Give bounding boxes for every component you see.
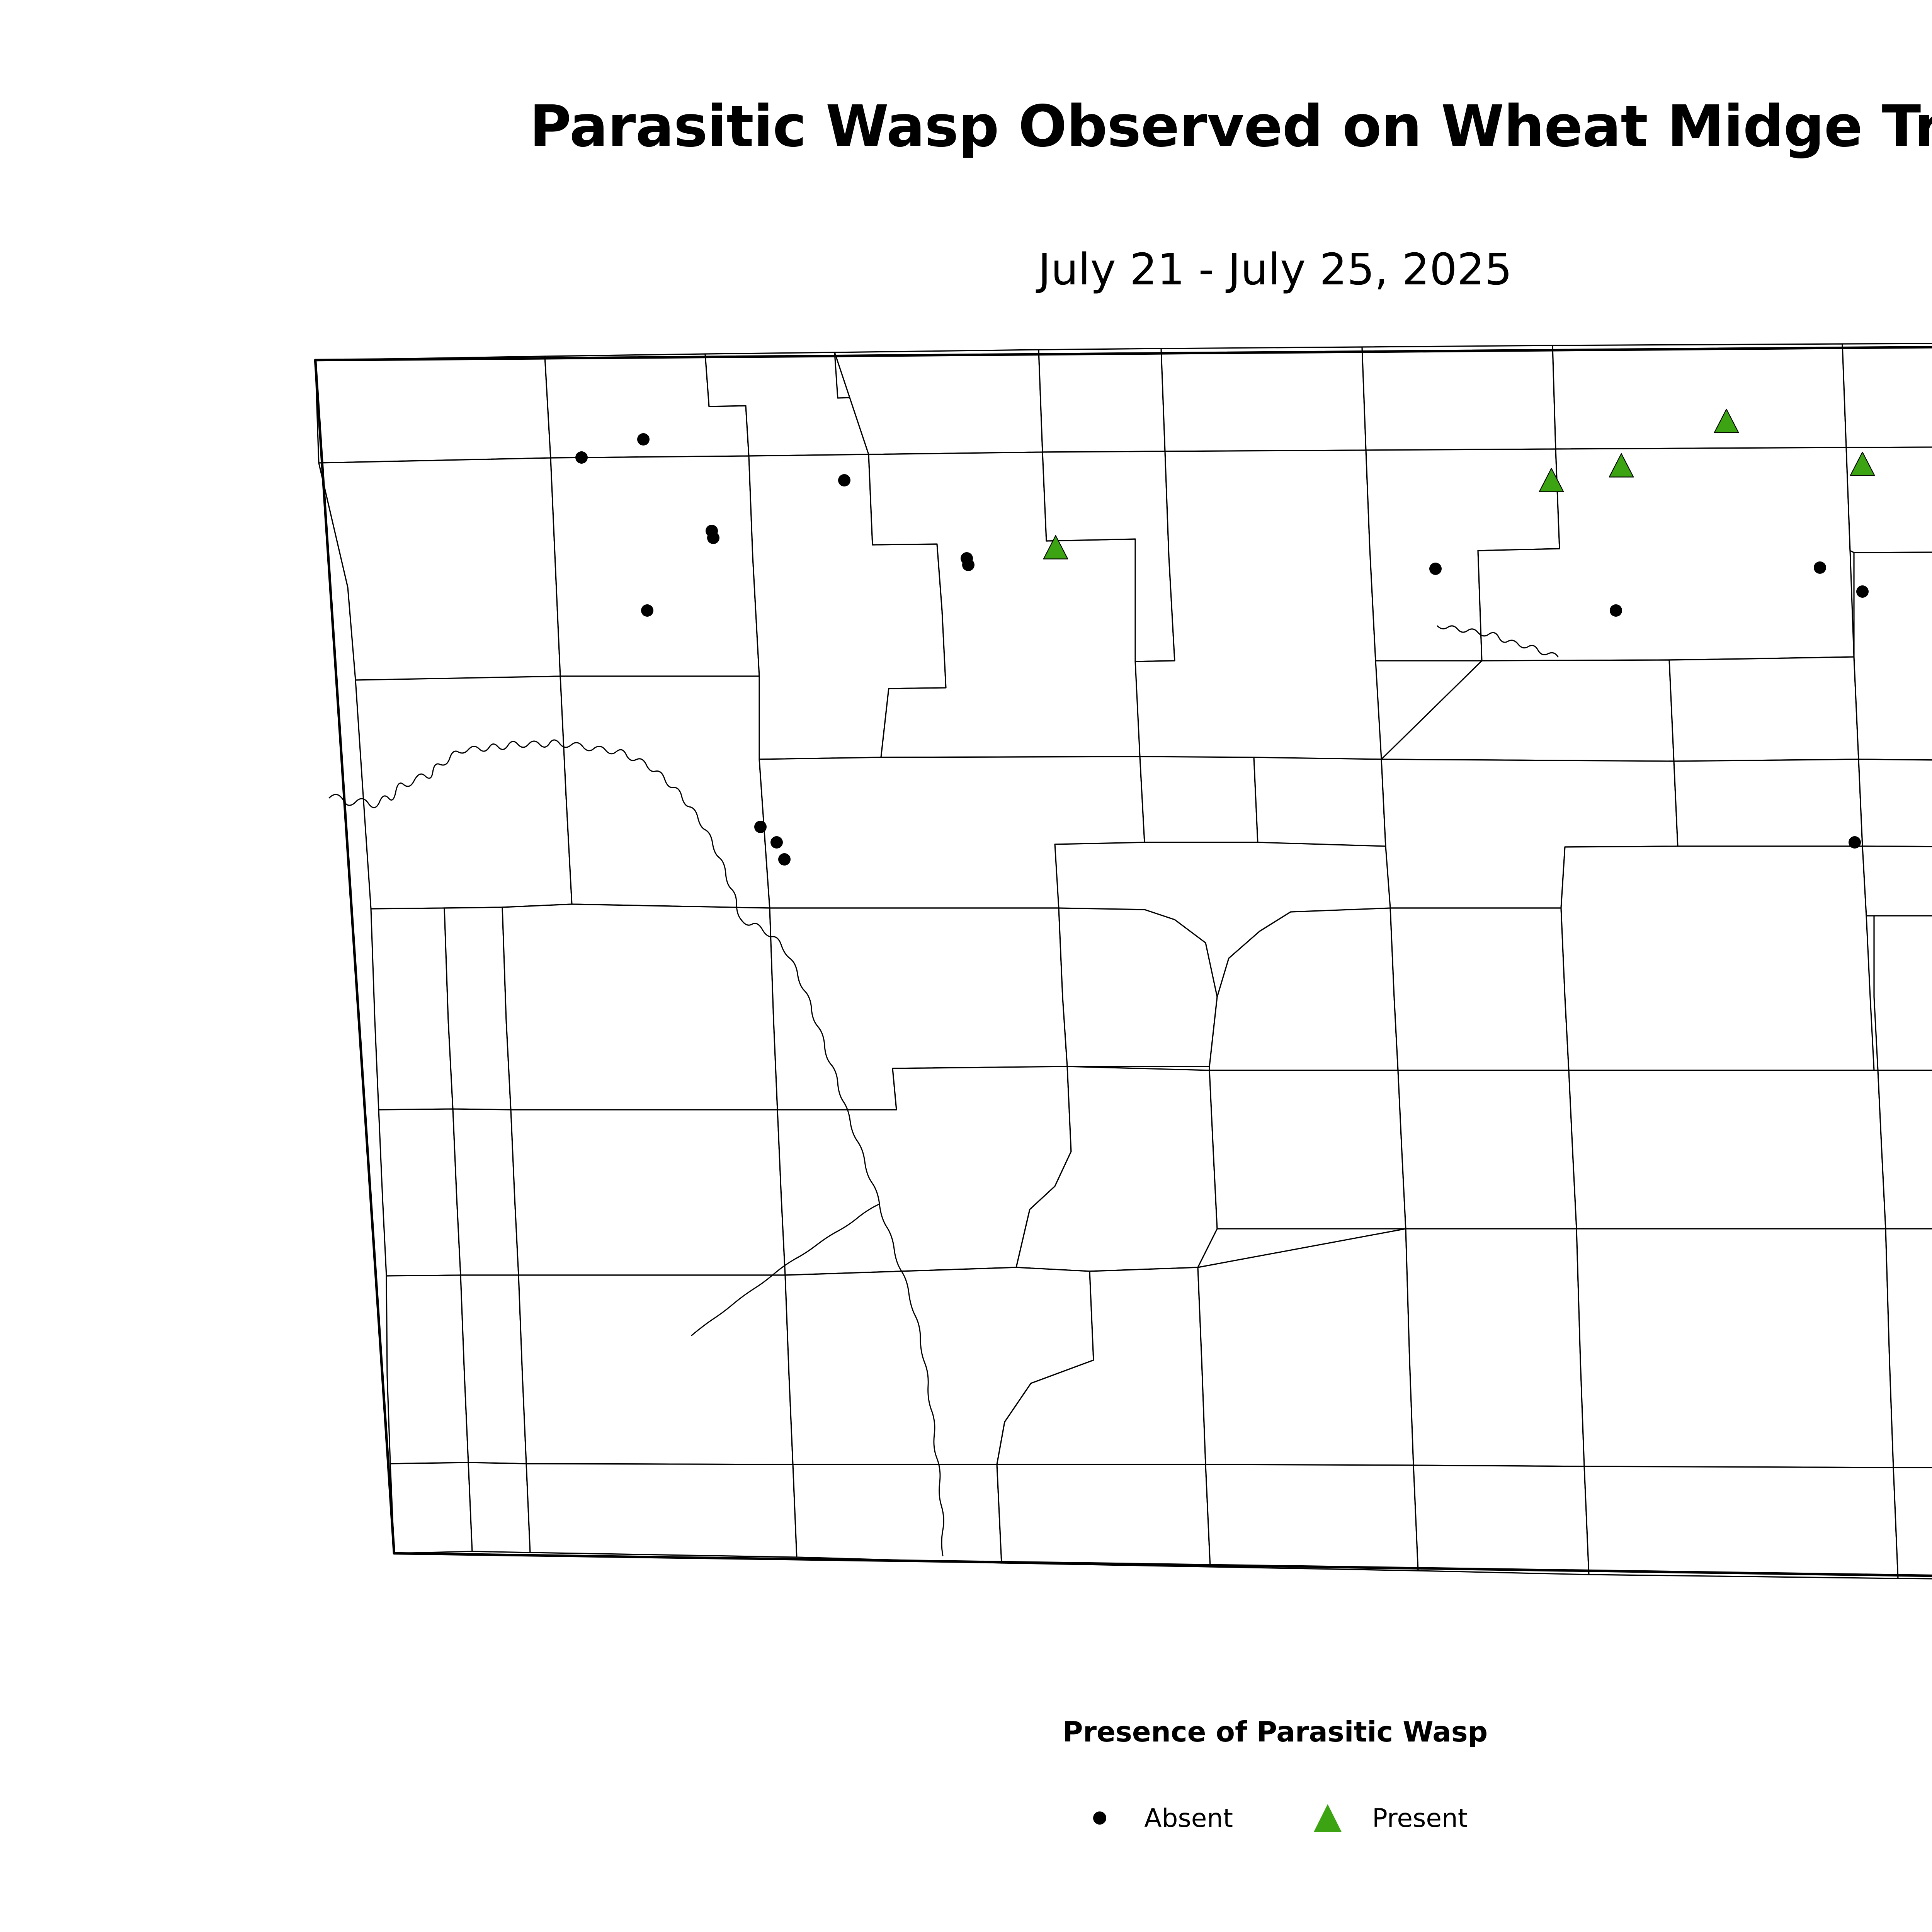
marker-absent[interactable] [1856,585,1869,598]
page-title: Parasitic Wasp Observed on Wheat Midge T… [529,93,1932,160]
legend-label-absent: Absent [1144,1803,1233,1833]
marker-present[interactable] [1609,453,1634,478]
marker-absent[interactable] [838,474,850,486]
county-boundaries-tier9 [390,1463,1932,1582]
marker-absent[interactable] [1814,561,1826,574]
marker-present[interactable] [1043,535,1068,560]
marker-absent[interactable] [778,853,791,866]
marker-absent[interactable] [770,836,783,849]
county-boundaries-tier8 [386,1229,1932,1470]
county-boundaries-tier5 [371,846,1932,1110]
state-outline [315,344,1932,1582]
county-boundaries-tier4 [355,676,1932,909]
circle-marker-icon [1082,1801,1117,1835]
marker-absent[interactable] [641,604,653,617]
marker-absent[interactable] [1429,563,1442,575]
north-dakota-map[interactable] [240,340,1932,1662]
marker-absent[interactable] [637,433,650,446]
observation-markers[interactable] [575,408,1932,982]
marker-absent[interactable] [754,821,767,833]
page-subtitle: July 21 - July 25, 2025 [1038,245,1512,295]
marker-present[interactable] [1850,451,1875,476]
legend-title: Presence of Parasitic Wasp [1062,1716,1488,1748]
county-boundaries-tier2 [319,446,1932,759]
marker-present[interactable] [1714,408,1739,433]
county-boundaries-tier3 [1381,552,1932,762]
legend-item-absent[interactable]: Absent [1082,1801,1233,1835]
marker-absent[interactable] [575,451,588,464]
legend-item-present[interactable]: Present [1310,1801,1468,1835]
marker-absent[interactable] [707,532,719,544]
water-features [329,345,1932,1582]
marker-absent[interactable] [1849,836,1861,849]
marker-absent[interactable] [962,559,975,571]
legend-label-present: Present [1372,1803,1468,1833]
map-svg[interactable] [240,340,1932,1662]
legend: Absent Present [0,1801,1932,1835]
county-boundaries-tier6 [1874,916,1932,1072]
triangle-marker-icon [1310,1801,1345,1835]
marker-present[interactable] [1539,468,1564,492]
marker-absent[interactable] [1610,604,1622,617]
county-boundaries [315,343,1932,463]
